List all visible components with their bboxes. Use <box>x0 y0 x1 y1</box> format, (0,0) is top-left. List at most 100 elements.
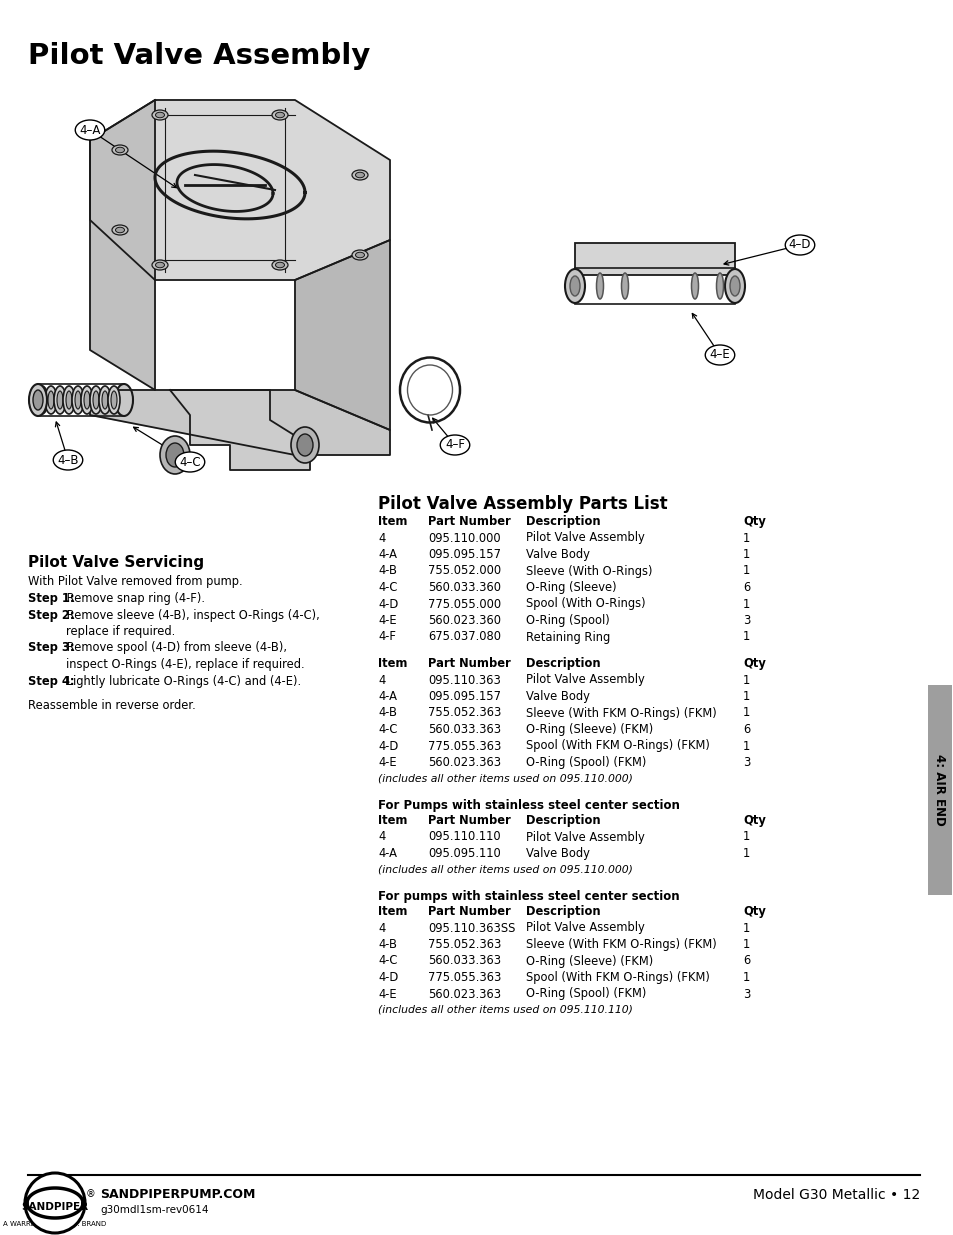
Ellipse shape <box>71 387 84 414</box>
Text: O-Ring (Sleeve) (FKM): O-Ring (Sleeve) (FKM) <box>525 955 653 967</box>
Ellipse shape <box>115 384 132 416</box>
Text: Part Number: Part Number <box>428 814 510 827</box>
Polygon shape <box>90 100 154 390</box>
Ellipse shape <box>92 391 99 409</box>
Text: 775.055.363: 775.055.363 <box>428 971 501 984</box>
Text: 560.023.363: 560.023.363 <box>428 988 500 1000</box>
Text: 4-C: 4-C <box>377 580 397 594</box>
Text: Remove sleeve (4-B), inspect O-Rings (4-C),: Remove sleeve (4-B), inspect O-Rings (4-… <box>63 609 319 621</box>
Ellipse shape <box>439 435 469 454</box>
Text: 1: 1 <box>742 706 749 720</box>
Text: 4-E: 4-E <box>377 756 396 769</box>
Text: 4-F: 4-F <box>377 631 395 643</box>
Text: 4–E: 4–E <box>709 348 730 362</box>
Ellipse shape <box>291 427 318 463</box>
Ellipse shape <box>75 120 105 140</box>
Text: 4-A: 4-A <box>377 548 396 561</box>
Text: 6: 6 <box>742 955 749 967</box>
Text: Step 2:: Step 2: <box>28 609 74 621</box>
Text: Qty: Qty <box>742 814 765 827</box>
Ellipse shape <box>355 252 364 258</box>
Ellipse shape <box>45 387 57 414</box>
Text: 4-C: 4-C <box>377 955 397 967</box>
Text: 755.052.000: 755.052.000 <box>428 564 500 578</box>
Text: 095.110.110: 095.110.110 <box>428 830 500 844</box>
Ellipse shape <box>57 391 63 409</box>
Text: 1: 1 <box>742 690 749 703</box>
Ellipse shape <box>272 110 288 120</box>
Text: Valve Body: Valve Body <box>525 847 589 860</box>
Ellipse shape <box>724 269 744 303</box>
Text: 560.023.363: 560.023.363 <box>428 756 500 769</box>
Text: (includes all other items used on 095.110.000): (includes all other items used on 095.11… <box>377 864 632 874</box>
Text: Pilot Valve Assembly: Pilot Valve Assembly <box>525 673 644 687</box>
Text: Pilot Valve Assembly Parts List: Pilot Valve Assembly Parts List <box>377 495 667 513</box>
Ellipse shape <box>784 235 814 254</box>
Text: 4–B: 4–B <box>57 453 79 467</box>
Text: 095.095.110: 095.095.110 <box>428 847 500 860</box>
Polygon shape <box>170 390 310 471</box>
Text: 095.110.363: 095.110.363 <box>428 673 500 687</box>
Text: Item: Item <box>377 515 407 529</box>
Text: Item: Item <box>377 814 407 827</box>
Text: O-Ring (Spool): O-Ring (Spool) <box>525 614 609 627</box>
Text: Part Number: Part Number <box>428 515 510 529</box>
Text: 4–F: 4–F <box>444 438 464 452</box>
Text: Valve Body: Valve Body <box>525 690 589 703</box>
FancyBboxPatch shape <box>927 685 951 895</box>
Text: Model G30 Metallic • 12: Model G30 Metallic • 12 <box>752 1188 919 1202</box>
Ellipse shape <box>48 391 54 409</box>
Text: 1: 1 <box>742 830 749 844</box>
Ellipse shape <box>108 387 120 414</box>
Text: SANDPIPERPUMP.COM: SANDPIPERPUMP.COM <box>100 1188 255 1200</box>
Ellipse shape <box>115 227 125 232</box>
Text: Description: Description <box>525 657 600 671</box>
Text: 1: 1 <box>742 548 749 561</box>
Text: 560.023.360: 560.023.360 <box>428 614 500 627</box>
Text: 4–A: 4–A <box>79 124 101 137</box>
Ellipse shape <box>275 112 284 117</box>
Text: O-Ring (Spool) (FKM): O-Ring (Spool) (FKM) <box>525 988 646 1000</box>
Text: Pilot Valve Assembly: Pilot Valve Assembly <box>28 42 370 70</box>
Text: A WARREN RUPP, INC. BRAND: A WARREN RUPP, INC. BRAND <box>4 1221 107 1228</box>
Ellipse shape <box>81 387 92 414</box>
Text: 4-D: 4-D <box>377 598 397 610</box>
Ellipse shape <box>66 391 71 409</box>
Ellipse shape <box>111 391 117 409</box>
Text: 3: 3 <box>742 988 750 1000</box>
Text: For Pumps with stainless steel center section: For Pumps with stainless steel center se… <box>377 799 679 811</box>
Text: Spool (With FKM O-Rings) (FKM): Spool (With FKM O-Rings) (FKM) <box>525 971 709 984</box>
Ellipse shape <box>155 112 164 117</box>
Text: 4: 4 <box>377 531 385 545</box>
Ellipse shape <box>99 387 111 414</box>
Ellipse shape <box>75 391 81 409</box>
Ellipse shape <box>272 261 288 270</box>
Text: Pilot Valve Assembly: Pilot Valve Assembly <box>525 830 644 844</box>
Text: 755.052.363: 755.052.363 <box>428 939 501 951</box>
Ellipse shape <box>729 275 740 296</box>
Text: 6: 6 <box>742 722 749 736</box>
Text: Qty: Qty <box>742 515 765 529</box>
Text: 1: 1 <box>742 971 749 984</box>
Text: 4-C: 4-C <box>377 722 397 736</box>
Text: For pumps with stainless steel center section: For pumps with stainless steel center se… <box>377 890 679 903</box>
Ellipse shape <box>63 387 75 414</box>
Ellipse shape <box>596 273 603 299</box>
Text: (includes all other items used on 095.110.110): (includes all other items used on 095.11… <box>377 1005 632 1015</box>
Text: Qty: Qty <box>742 657 765 671</box>
Text: 1: 1 <box>742 921 749 935</box>
Text: 4: 4 <box>377 830 385 844</box>
Text: 4-A: 4-A <box>377 690 396 703</box>
Text: Pilot Valve Servicing: Pilot Valve Servicing <box>28 555 204 571</box>
Text: Part Number: Part Number <box>428 905 510 918</box>
Text: 4-B: 4-B <box>377 564 396 578</box>
Ellipse shape <box>296 433 313 456</box>
Text: Step 1:: Step 1: <box>28 592 74 605</box>
Ellipse shape <box>39 391 45 409</box>
Ellipse shape <box>166 443 184 467</box>
Text: 775.055.000: 775.055.000 <box>428 598 500 610</box>
Text: 4: AIR END: 4: AIR END <box>933 755 945 826</box>
Ellipse shape <box>115 147 125 153</box>
Text: 560.033.363: 560.033.363 <box>428 955 500 967</box>
Text: 095.095.157: 095.095.157 <box>428 690 500 703</box>
